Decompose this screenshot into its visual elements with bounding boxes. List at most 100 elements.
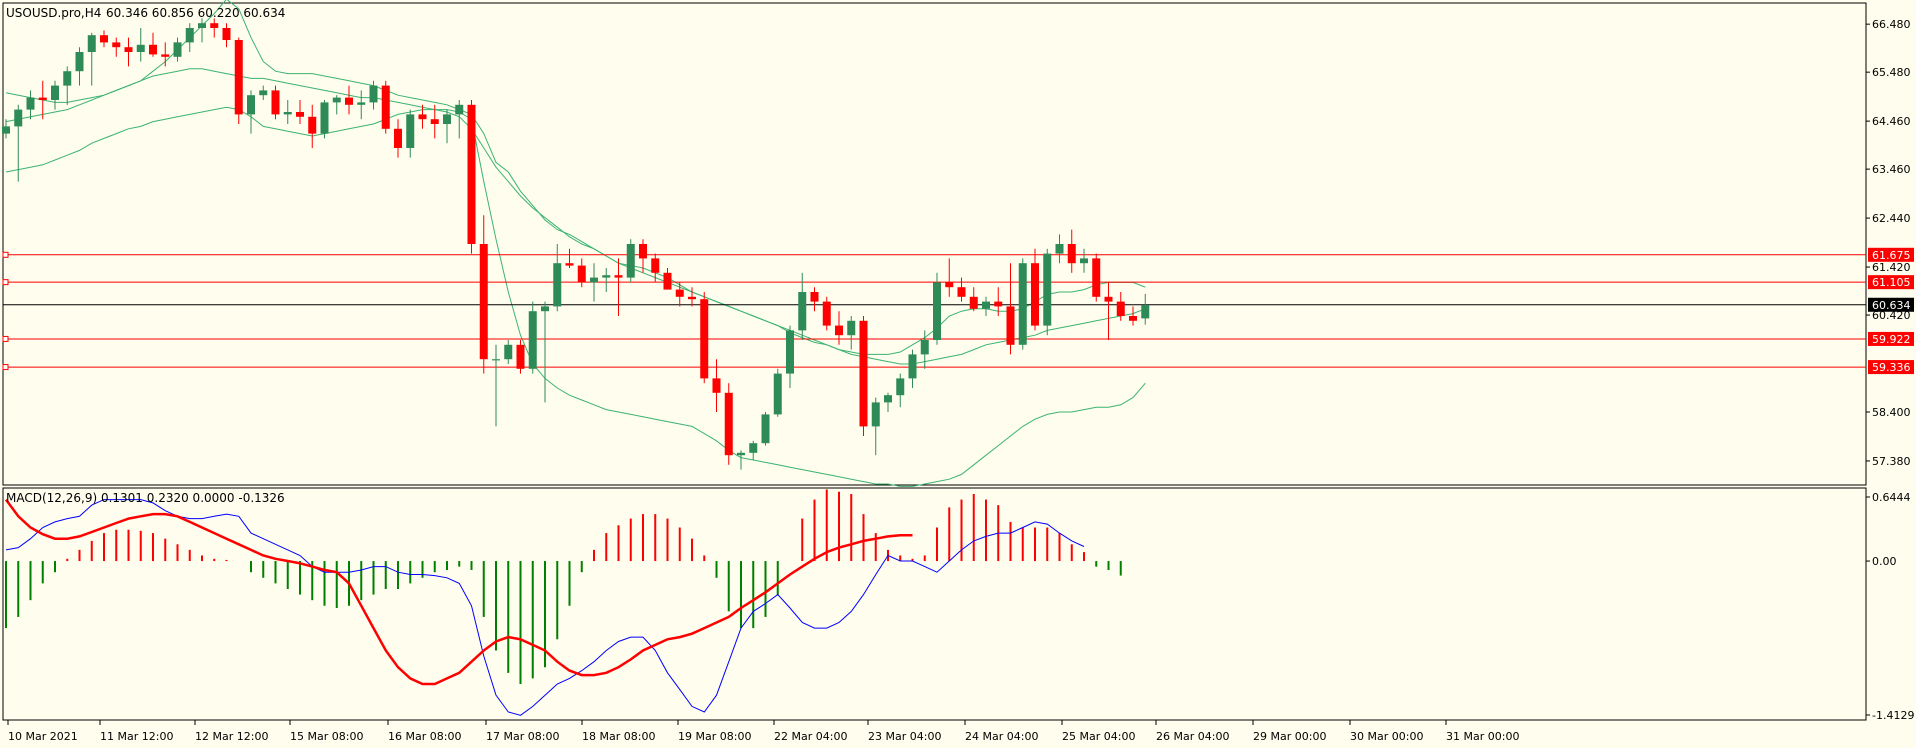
level-tag-3 <box>1868 360 1914 375</box>
candle-body-36 <box>443 114 451 124</box>
time-tick-label-15: 31 Mar 00:00 <box>1446 730 1519 743</box>
candle-body-43 <box>528 311 537 369</box>
candle-body-92 <box>1129 316 1137 321</box>
level-tag-2 <box>1868 331 1914 346</box>
candle-body-86 <box>1055 244 1064 254</box>
symbol-header: USOUSD.pro,H4 <box>6 6 101 20</box>
bollinger-upper <box>5 0 1146 355</box>
macd-pane[interactable] <box>2 487 1867 721</box>
level-anchor-3 <box>2 364 9 371</box>
level-anchor-0 <box>2 251 9 258</box>
candle-body-90 <box>1104 296 1113 302</box>
candle-body-32 <box>394 128 402 148</box>
candle-body-81 <box>994 301 1003 307</box>
time-tick-label-10: 24 Mar 04:00 <box>965 730 1038 743</box>
candle-body-61 <box>749 443 758 453</box>
candle-body-63 <box>773 373 782 415</box>
candle-body-22 <box>271 90 280 115</box>
candle-body-78 <box>957 287 966 297</box>
time-tick-label-6: 18 Mar 08:00 <box>582 730 655 743</box>
candle-body-62 <box>761 414 770 444</box>
time-tick-label-2: 12 Mar 12:00 <box>195 730 268 743</box>
candle-body-71 <box>871 402 880 427</box>
candle-body-67 <box>822 301 831 326</box>
price-tick-label-0: 66.480 <box>1872 18 1911 31</box>
candle-body-53 <box>651 258 660 273</box>
time-tick-label-13: 29 Mar 00:00 <box>1253 730 1326 743</box>
candle-body-91 <box>1116 301 1125 316</box>
bollinger-mid <box>5 68 1146 365</box>
candle-body-85 <box>1043 253 1052 326</box>
candle-body-17 <box>210 23 219 28</box>
time-tick-label-14: 30 Mar 00:00 <box>1350 730 1423 743</box>
level-label-3: 59.336 <box>1872 361 1911 374</box>
level-label-1: 61.105 <box>1872 276 1911 289</box>
candle-body-4 <box>51 85 59 100</box>
candle-body-27 <box>332 97 341 103</box>
candle-body-64 <box>786 330 794 374</box>
candle-body-5 <box>63 71 72 86</box>
candle-body-37 <box>455 104 464 115</box>
candle-body-19 <box>234 40 243 115</box>
candle-body-60 <box>737 452 745 456</box>
candle-body-75 <box>920 340 929 355</box>
macd-tick-label-2: -1.4129 <box>1872 709 1914 722</box>
candle-body-13 <box>161 54 170 57</box>
candle-body-68 <box>835 325 843 336</box>
macd-layer <box>4 489 1122 716</box>
time-tick-label-1: 11 Mar 12:00 <box>100 730 173 743</box>
candle-body-21 <box>259 90 268 96</box>
candle-body-89 <box>1092 258 1101 297</box>
candle-body-66 <box>810 292 819 302</box>
candle-body-93 <box>1141 304 1150 319</box>
candle-body-70 <box>859 320 868 427</box>
candle-body-65 <box>798 292 807 331</box>
candle-body-82 <box>1006 306 1015 345</box>
candle-body-88 <box>1080 258 1088 264</box>
candle-body-24 <box>296 112 304 117</box>
price-tick-label-6: 60.420 <box>1872 309 1911 322</box>
time-tick-label-4: 16 Mar 08:00 <box>388 730 461 743</box>
macd-tick-label-0: 0.6444 <box>1872 491 1911 504</box>
candle-body-15 <box>185 28 194 43</box>
price-tick-label-4: 62.440 <box>1872 212 1911 225</box>
candle-body-57 <box>700 299 709 379</box>
current-price-label: 60.634 <box>1872 299 1911 312</box>
candle-body-80 <box>982 301 990 309</box>
current-price-tag <box>1868 297 1914 312</box>
candle-body-83 <box>1018 263 1027 345</box>
candle-body-46 <box>565 263 574 266</box>
candle-body-79 <box>969 296 978 309</box>
signal-line <box>4 498 913 686</box>
candle-body-39 <box>479 244 488 360</box>
time-tick-label-3: 15 Mar 08:00 <box>290 730 363 743</box>
macd-tick-label-1: 0.00 <box>1872 555 1897 568</box>
price-pane[interactable] <box>2 2 1867 486</box>
price-tick-label-7: 58.400 <box>1872 406 1911 419</box>
time-tick-label-0: 10 Mar 2021 <box>8 730 78 743</box>
candle-body-30 <box>369 85 378 103</box>
level-anchor-1 <box>2 279 9 286</box>
price-tick-label-5: 61.420 <box>1872 261 1911 274</box>
price-layer <box>2 0 1866 487</box>
candle-body-42 <box>516 344 525 369</box>
candle-body-35 <box>430 119 439 124</box>
macd-header: MACD(12,26,9) 0.1301 0.2320 0.0000 -0.13… <box>6 491 285 505</box>
candle-body-38 <box>467 104 476 244</box>
candle-body-50 <box>614 275 623 278</box>
time-tick-label-9: 23 Mar 04:00 <box>868 730 941 743</box>
candle-body-40 <box>492 359 500 361</box>
candle-body-44 <box>541 306 549 312</box>
time-tick-label-8: 22 Mar 04:00 <box>774 730 847 743</box>
candle-body-29 <box>357 102 366 105</box>
time-tick-label-12: 26 Mar 04:00 <box>1156 730 1229 743</box>
level-label-0: 61.675 <box>1872 249 1911 262</box>
level-label-2: 59.922 <box>1872 333 1911 346</box>
candle-body-26 <box>320 102 329 134</box>
candle-body-11 <box>136 44 145 52</box>
macd-line <box>5 499 1085 716</box>
level-tag-0 <box>1868 247 1914 262</box>
candle-body-34 <box>418 114 427 120</box>
axis-layer: 61.675 61.105 59.922 59.336 60.634 66.480 65.4… <box>7 18 1914 743</box>
